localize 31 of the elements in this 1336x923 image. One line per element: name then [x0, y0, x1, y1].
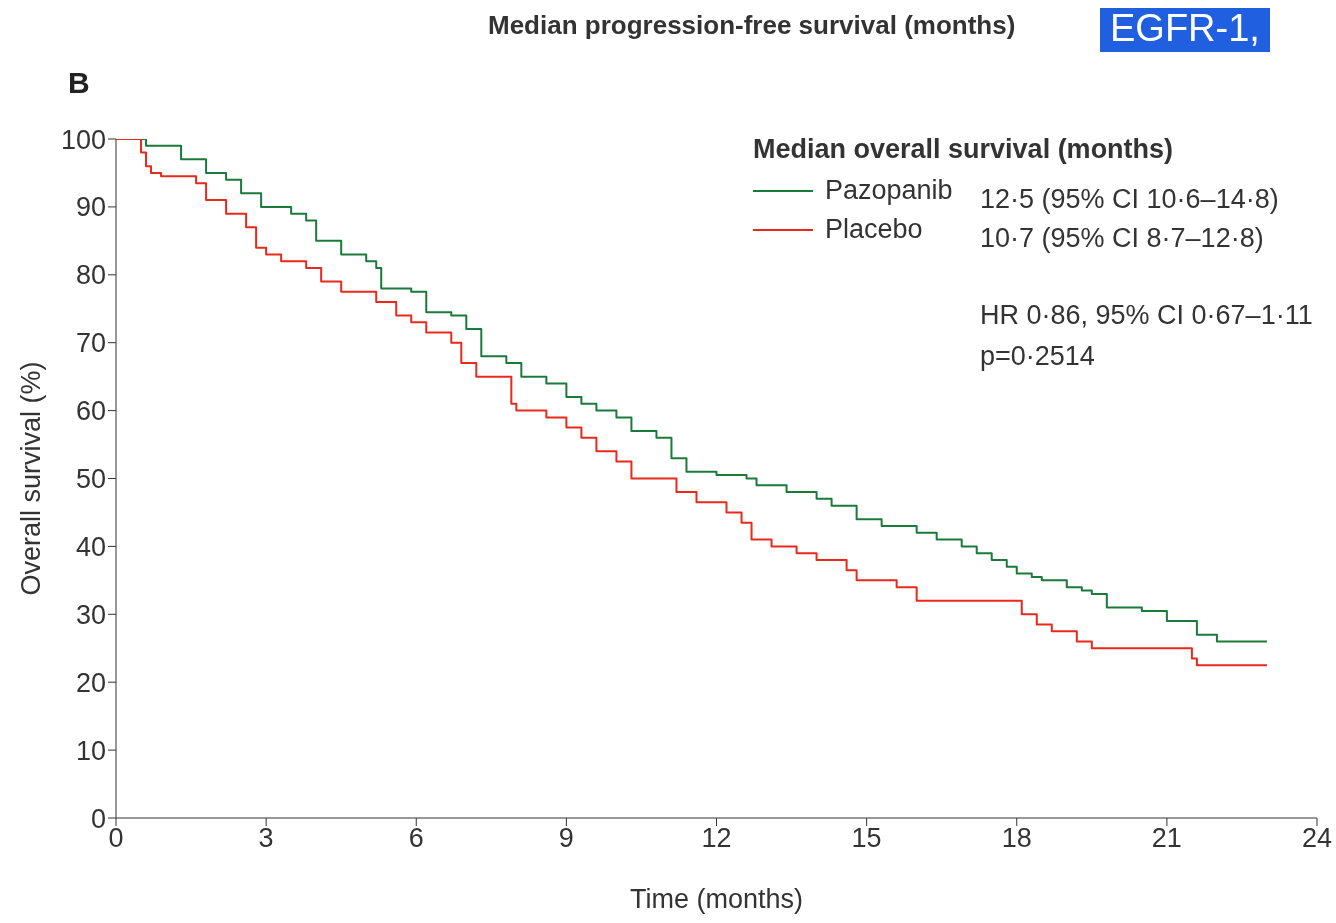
x-tick-label: 21 — [1151, 823, 1182, 854]
x-tick-label: 15 — [851, 823, 882, 854]
y-tick-label: 50 — [75, 464, 106, 495]
x-tick-label: 18 — [1001, 823, 1032, 854]
y-tick-label: 0 — [90, 803, 106, 834]
y-tick-label: 40 — [75, 531, 106, 562]
legend-title: Median overall survival (months) — [753, 134, 1175, 165]
x-tick-label: 24 — [1301, 823, 1333, 854]
x-tick-label: 6 — [408, 823, 424, 854]
y-tick-label: 60 — [75, 396, 106, 427]
x-tick-label: 9 — [558, 823, 574, 854]
annotation: 10·7 (95% CI 8·7–12·8) — [980, 223, 1264, 254]
annotation: p=0·2514 — [980, 341, 1095, 372]
annotation: HR 0·86, 95% CI 0·67–1·11 — [980, 300, 1313, 331]
legend-label: Placebo — [825, 214, 923, 245]
text: Median progression-free survival (months) — [488, 10, 1016, 41]
y-tick-label: 30 — [75, 599, 106, 630]
annotation: 12·5 (95% CI 10·6–14·8) — [980, 184, 1279, 215]
text: B — [68, 66, 90, 100]
y-tick-label: 70 — [75, 328, 106, 359]
y-tick-label: 100 — [60, 124, 106, 155]
x-tick-label: 12 — [701, 823, 732, 854]
y-tick-label: 10 — [75, 735, 106, 766]
legend-label: Pazopanib — [825, 175, 953, 206]
x-tick-label: 3 — [258, 823, 274, 854]
text: EGFR-1, — [1100, 7, 1270, 52]
y-tick-label: 90 — [75, 192, 106, 223]
y-tick-label: 20 — [75, 667, 106, 698]
y-axis-title: Overall survival (%) — [15, 361, 46, 596]
x-axis-title: Time (months) — [629, 884, 804, 914]
y-tick-label: 80 — [75, 260, 106, 291]
